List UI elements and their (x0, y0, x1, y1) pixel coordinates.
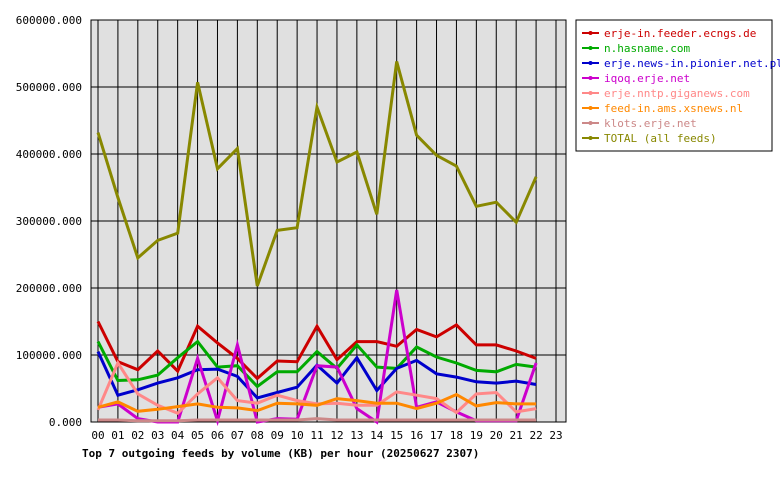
y-tick-label: 100000.000 (16, 349, 82, 362)
legend-label: feed-in.ams.xsnews.nl (604, 102, 743, 115)
x-tick-label: 15 (390, 429, 403, 442)
legend-marker (588, 136, 593, 140)
series-line (96, 61, 538, 287)
y-tick-label: 200000.000 (16, 282, 82, 295)
y-axis-ticks: 0.000 100000.000 200000.000 300000.000 40000… (16, 14, 82, 429)
y-tick-label: 600000.000 (16, 14, 82, 27)
x-tick-label: 17 (430, 429, 443, 442)
legend-marker (588, 106, 593, 110)
y-tick-label: 0.000 (49, 416, 82, 429)
legend-marker (588, 61, 593, 65)
legend: erje-in.feeder.ecngs.de n.hasname.com erje… (575, 19, 780, 152)
legend-box (575, 19, 773, 152)
x-tick-label: 07 (231, 429, 244, 442)
x-tick-label: 21 (510, 429, 523, 442)
series-lines (96, 61, 538, 427)
legend-label: n.hasname.com (604, 42, 690, 55)
x-tick-label: 19 (470, 429, 483, 442)
x-tick-label: 22 (529, 429, 542, 442)
x-tick-label: 20 (490, 429, 503, 442)
x-tick-label: 12 (330, 429, 343, 442)
x-tick-label: 04 (171, 429, 185, 442)
x-tick-label: 06 (211, 429, 224, 442)
legend-marker (588, 91, 593, 95)
x-tick-label: 11 (310, 429, 323, 442)
x-tick-label: 09 (271, 429, 284, 442)
x-tick-label: 10 (291, 429, 304, 442)
x-tick-label: 13 (350, 429, 363, 442)
x-tick-label: 23 (549, 429, 562, 442)
x-tick-label: 05 (191, 429, 204, 442)
x-tick-label: 02 (131, 429, 144, 442)
x-axis-ticks: 00 01 02 03 04 05 06 07 08 09 10 11 12 13 14 15 16 17 18 19… (91, 429, 562, 442)
series-line (97, 392, 537, 413)
x-tick-label: 08 (251, 429, 264, 442)
x-tick-label: 14 (370, 429, 384, 442)
legend-marker (588, 46, 593, 50)
y-tick-label: 400000.000 (16, 148, 82, 161)
chart-title: Top 7 outgoing feeds by volume (KB) per … (82, 447, 479, 460)
x-tick-label: 18 (450, 429, 463, 442)
legend-label: TOTAL (all feeds) (604, 132, 717, 145)
legend-label: klots.erje.net (604, 117, 697, 130)
y-tick-label: 300000.000 (16, 215, 82, 228)
series-line (98, 417, 537, 423)
legend-label: iqoq.erje.net (604, 72, 690, 85)
x-tick-label: 01 (111, 429, 124, 442)
legend-label: erje.news-in.pionier.net.pl (604, 57, 780, 70)
y-tick-label: 500000.000 (16, 81, 82, 94)
x-tick-label: 00 (91, 429, 104, 442)
legend-marker (588, 121, 593, 125)
series-line (96, 339, 537, 389)
x-tick-label: 03 (151, 429, 164, 442)
x-tick-label: 16 (410, 429, 423, 442)
legend-marker (588, 31, 593, 35)
legend-label: erje.nntp.giganews.com (604, 87, 750, 100)
legend-label: erje-in.feeder.ecngs.de (604, 27, 756, 40)
legend-marker (588, 76, 593, 80)
